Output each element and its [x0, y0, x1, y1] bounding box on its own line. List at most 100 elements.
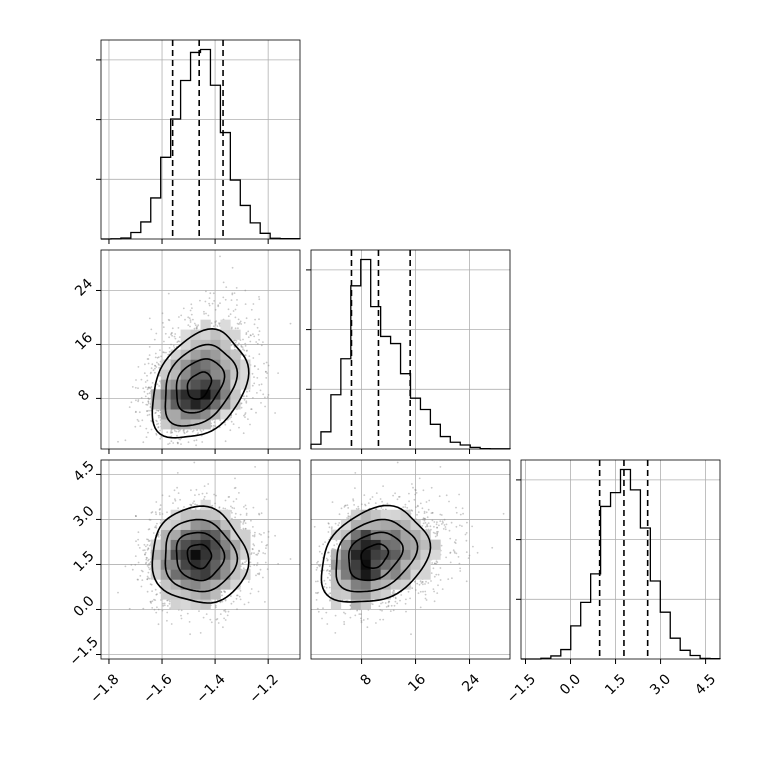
scatter-point: [151, 382, 154, 384]
scatter-point: [197, 432, 200, 435]
scatter-point: [153, 338, 156, 341]
scatter-point: [146, 565, 149, 567]
scatter-point: [146, 379, 149, 382]
scatter-point: [146, 374, 148, 377]
scatter-point: [178, 316, 180, 318]
scatter-point: [146, 538, 148, 541]
scatter-point: [232, 423, 235, 425]
scatter-point: [242, 348, 244, 351]
scatter-point: [257, 368, 260, 370]
scatter-point: [235, 498, 238, 500]
scatter-point: [157, 414, 160, 417]
scatter-point: [150, 328, 153, 331]
scatter-point: [147, 386, 150, 389]
scatter-point: [227, 610, 230, 613]
scatter-point: [238, 426, 240, 429]
scatter-point: [148, 539, 151, 542]
scatter-point: [233, 292, 236, 294]
panel-frame: [310, 249, 511, 450]
scatter-point: [203, 313, 206, 315]
scatter-point: [253, 335, 256, 338]
scatter-point: [183, 506, 185, 508]
scatter-point: [162, 602, 165, 605]
scatter-point: [238, 323, 240, 325]
scatter-point: [244, 345, 247, 347]
scatter-point: [168, 442, 171, 445]
scatter-point: [241, 346, 244, 348]
scatter-point: [173, 347, 176, 349]
scatter-point: [244, 303, 247, 305]
scatter-point: [255, 411, 257, 414]
scatter-point: [248, 390, 251, 392]
scatter-point: [157, 608, 160, 611]
scatter-point: [253, 365, 256, 368]
scatter-point: [180, 443, 182, 445]
scatter-point: [160, 355, 163, 358]
scatter-point: [160, 436, 163, 438]
scatter-point: [148, 354, 151, 356]
density-cell: [190, 409, 201, 420]
scatter-point: [151, 363, 154, 366]
scatter-point: [147, 401, 150, 403]
scatter-point: [137, 399, 140, 401]
scatter-point: [147, 571, 150, 574]
scatter-point: [147, 402, 150, 405]
scatter-point: [156, 423, 158, 426]
scatter-point: [161, 312, 164, 315]
scatter-point: [147, 397, 150, 400]
scatter-point: [205, 290, 207, 293]
scatter-point: [219, 255, 221, 258]
scatter-point: [256, 326, 259, 329]
scatter-point: [264, 552, 266, 555]
density-cell: [190, 399, 201, 410]
scatter-point: [143, 390, 146, 393]
scatter-point: [231, 326, 233, 329]
scatter-point: [154, 356, 157, 359]
scatter-point: [236, 344, 239, 347]
scatter-point: [140, 378, 143, 381]
panel-background: [311, 250, 510, 449]
scatter-point: [236, 304, 238, 306]
scatter-point: [230, 420, 233, 423]
scatter-point: [176, 472, 179, 474]
scatter-point: [184, 318, 186, 321]
scatter-point: [145, 386, 147, 389]
scatter-point: [163, 340, 165, 343]
scatter-point: [134, 425, 137, 428]
scatter-point: [145, 545, 147, 548]
scatter-point: [249, 423, 251, 426]
scatter-point: [231, 292, 234, 295]
scatter-point: [166, 431, 169, 434]
scatter-point: [258, 330, 261, 333]
scatter-point: [196, 429, 199, 432]
panel-2-1: [96, 249, 301, 454]
scatter-point: [265, 361, 268, 364]
scatter-point: [252, 526, 254, 528]
scatter-point: [146, 410, 149, 412]
scatter-point: [198, 493, 200, 496]
density-cell: [150, 389, 161, 400]
scatter-point: [143, 549, 146, 551]
scatter-point: [235, 413, 237, 416]
scatter-point: [257, 590, 260, 593]
scatter-point: [222, 296, 225, 299]
scatter-point: [146, 410, 148, 413]
scatter-point: [178, 336, 181, 338]
scatter-point: [277, 563, 279, 565]
scatter-point: [202, 616, 205, 619]
scatter-point: [244, 342, 247, 345]
scatter-point: [176, 341, 179, 343]
scatter-point: [177, 327, 180, 329]
scatter-point: [154, 412, 157, 414]
scatter-point: [234, 477, 236, 480]
scatter-point: [214, 322, 217, 324]
scatter-point: [158, 385, 161, 387]
scatter-point: [147, 566, 150, 569]
scatter-point: [252, 397, 254, 399]
scatter-point: [258, 533, 261, 535]
scatter-point: [153, 608, 156, 611]
scatter-point: [137, 561, 140, 564]
scatter-point: [258, 298, 261, 301]
scatter-point: [235, 340, 238, 342]
scatter-point: [183, 431, 186, 434]
